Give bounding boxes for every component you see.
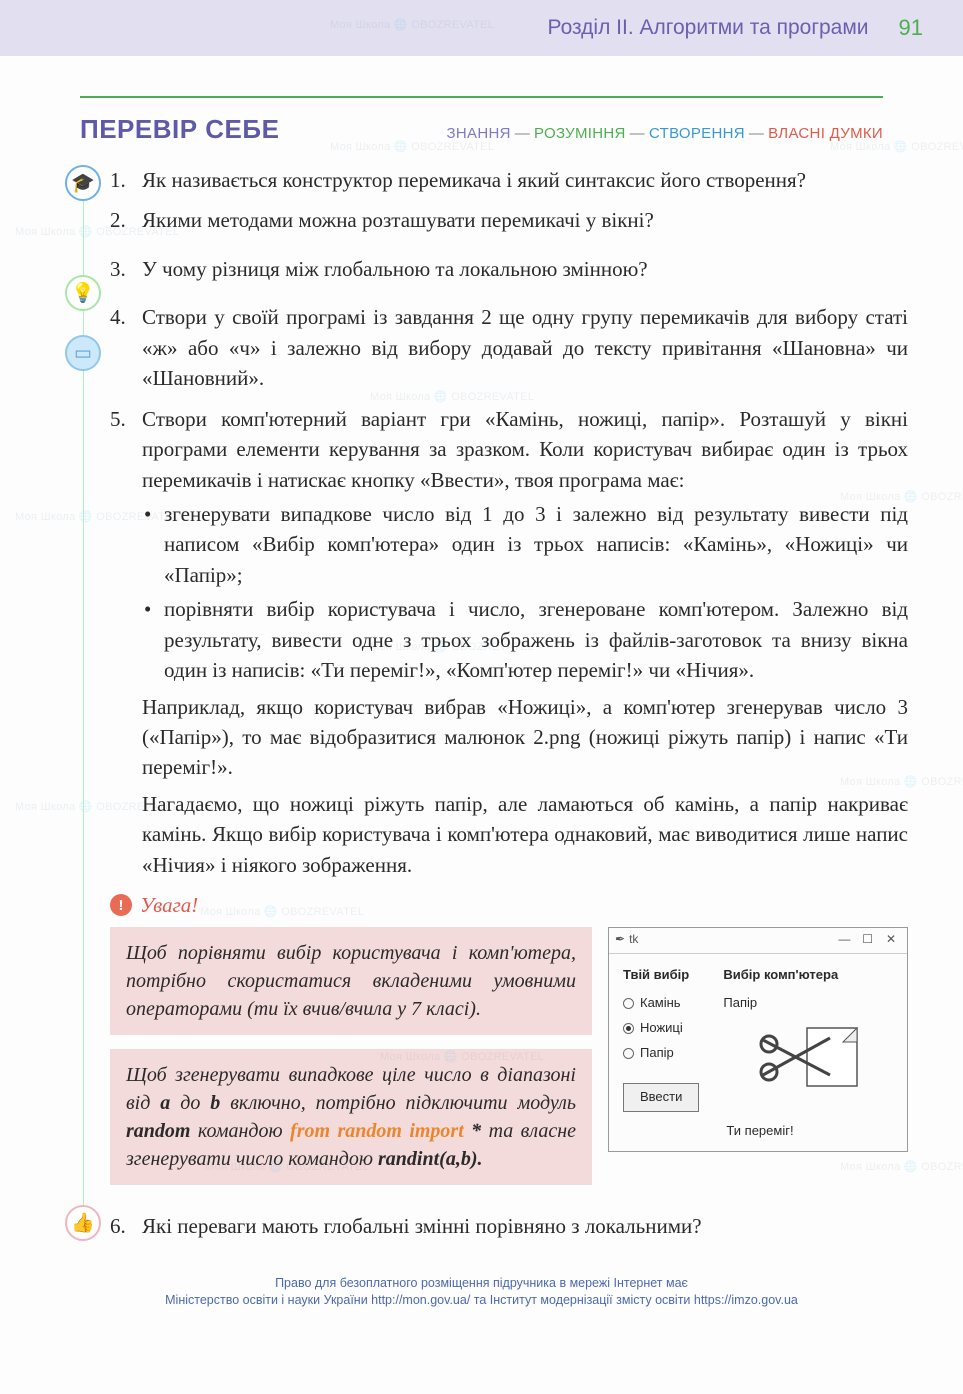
mock-body: Твій вибір Камінь Ножиці <box>609 954 907 1151</box>
bulb-icon: 💡 <box>65 275 101 311</box>
question-list: Як називається конструктор перемикача і … <box>110 165 908 880</box>
hint-row: Щоб порівняти вибір користувача і комп'ю… <box>110 927 908 1185</box>
body-column: Як називається конструктор перемикача і … <box>110 165 908 1251</box>
blocks-icon: ▭ <box>65 335 101 371</box>
q5-intro: Створи комп'ютерний варіант гри «Камінь,… <box>142 407 908 492</box>
tag-creation: СТВОРЕННЯ <box>649 125 745 142</box>
footer-line-2: Міністерство освіти і науки України http… <box>40 1292 923 1309</box>
radio-icon <box>623 1048 634 1059</box>
divider <box>80 96 883 98</box>
question-2: Якими методами можна розташувати перемик… <box>110 205 908 235</box>
graduation-icon: 🎓 <box>65 165 101 201</box>
thumbs-up-icon: 👍 <box>65 1205 101 1241</box>
alert-icon: ! <box>110 894 132 916</box>
tk-window-mock: ✒ tk — ☐ ✕ Твій вибір <box>608 927 908 1152</box>
alert-label: Увага! <box>140 890 198 920</box>
tag-thoughts: ВЛАСНІ ДУМКИ <box>768 125 883 142</box>
hint-box-1: Щоб порівняти вибір користувача і комп'ю… <box>110 927 592 1035</box>
mock-radio-rock[interactable]: Камінь <box>623 994 699 1013</box>
scissors-paper-icon <box>755 1020 865 1095</box>
mock-radio-paper[interactable]: Папір <box>623 1044 699 1063</box>
mock-image-area <box>723 1017 897 1097</box>
radio-icon <box>623 1023 634 1034</box>
content-area: 🎓 💡 ▭ 👍 Як називається конструктор перем… <box>0 165 963 1251</box>
tag-knowledge: ЗНАННЯ <box>447 125 511 142</box>
question-4: Створи у своїй програмі із завдання 2 ще… <box>110 302 908 393</box>
q5-para-1: Наприклад, якщо користувач вибрав «Ножиц… <box>142 692 908 783</box>
question-6: Які переваги мають глобальні змінні порі… <box>110 1211 908 1241</box>
mock-titlebar: ✒ tk — ☐ ✕ <box>609 928 907 954</box>
page-number: 91 <box>899 15 923 41</box>
kw-import: import <box>402 1120 464 1142</box>
icon-rail: 🎓 💡 ▭ 👍 <box>60 165 110 1251</box>
cognition-tags: ЗНАННЯ—РОЗУМІННЯ—СТВОРЕННЯ—ВЛАСНІ ДУМКИ <box>447 125 883 142</box>
q5-bullets: згенерувати випадкове число від 1 до 3 і… <box>142 499 908 686</box>
q5-bullet-1: згенерувати випадкове число від 1 до 3 і… <box>164 499 908 590</box>
kw-from: from <box>290 1120 337 1142</box>
maximize-icon[interactable]: ☐ <box>858 931 878 948</box>
kw-random: random <box>337 1120 401 1142</box>
q5-para-2: Нагадаємо, що ножиці ріжуть папір, але л… <box>142 789 908 880</box>
tag-understanding: РОЗУМІННЯ <box>534 125 626 142</box>
mock-result: Ти переміг! <box>623 1122 897 1141</box>
hint-box-2: Щоб згенерувати випадкове ціле число в д… <box>110 1049 592 1185</box>
question-3: У чому різниця між глобальною та локальн… <box>110 254 908 284</box>
check-yourself-heading: ПЕРЕВІР СЕБЕ <box>80 114 279 145</box>
mock-col-computer: Вибір комп'ютера Папір <box>723 966 897 1112</box>
mock-comp-heading: Вибір комп'ютера <box>723 966 897 985</box>
q5-bullet-2: порівняти вибір користувача і число, зге… <box>164 594 908 685</box>
hint-column: Щоб порівняти вибір користувача і комп'ю… <box>110 927 592 1185</box>
close-icon[interactable]: ✕ <box>881 931 901 948</box>
page-header: Розділ II. Алгоритми та програми 91 <box>0 0 963 56</box>
mock-title: ✒ tk <box>615 931 638 948</box>
section-title: Розділ II. Алгоритми та програми <box>547 16 868 40</box>
mock-col-user: Твій вибір Камінь Ножиці <box>623 966 699 1112</box>
mock-comp-choice: Папір <box>723 994 897 1013</box>
question-1: Як називається конструктор перемикача і … <box>110 165 908 195</box>
footer-note: Право для безоплатного розміщення підруч… <box>0 1275 963 1319</box>
mock-user-heading: Твій вибір <box>623 966 699 985</box>
mock-enter-button[interactable]: Ввести <box>623 1083 699 1112</box>
question-5: Створи комп'ютерний варіант гри «Камінь,… <box>110 404 908 881</box>
check-heading-row: ПЕРЕВІР СЕБЕ ЗНАННЯ—РОЗУМІННЯ—СТВОРЕННЯ—… <box>80 114 883 145</box>
footer-line-1: Право для безоплатного розміщення підруч… <box>40 1275 923 1292</box>
feather-icon: ✒ <box>615 931 625 948</box>
page: Моя Школа 🌐 OBOZREVATEL Моя Школа 🌐 OBOZ… <box>0 0 963 1394</box>
radio-icon <box>623 998 634 1009</box>
alert-row: ! Увага! <box>110 890 908 920</box>
question-list-2: Які переваги мають глобальні змінні порі… <box>110 1211 908 1241</box>
mock-radio-scissors[interactable]: Ножиці <box>623 1019 699 1038</box>
minimize-icon[interactable]: — <box>834 931 854 948</box>
